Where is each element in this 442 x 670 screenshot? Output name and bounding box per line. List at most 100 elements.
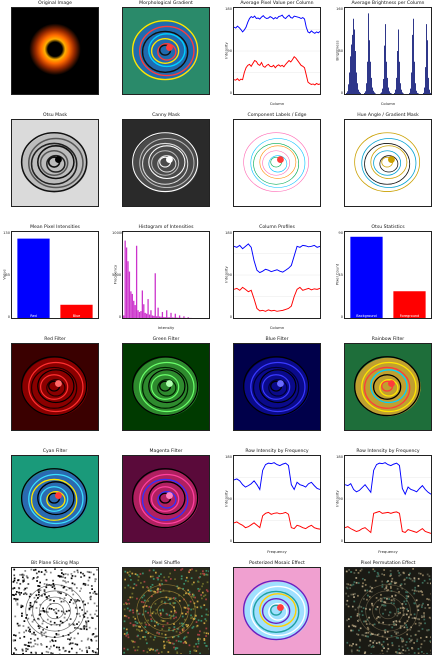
- noise-pixel: [66, 610, 68, 612]
- noise-pixel: [357, 649, 359, 651]
- noise-pixel: [126, 632, 128, 634]
- noise-pixel: [203, 632, 205, 634]
- noise-pixel: [364, 590, 366, 592]
- noise-pixel: [29, 629, 31, 631]
- noise-pixel: [161, 651, 163, 653]
- noise-pixel: [39, 585, 41, 587]
- chart3-bar-16: [146, 314, 147, 318]
- noise-pixel: [38, 571, 40, 573]
- noise-pixel: [368, 572, 370, 574]
- noise-pixel: [30, 652, 32, 654]
- image-plot-area: [233, 343, 321, 431]
- noise-pixel: [382, 613, 384, 615]
- noise-pixel: [61, 572, 63, 574]
- image-svg: [12, 344, 98, 430]
- noise-pixel: [125, 635, 127, 637]
- noise-pixel: [68, 651, 70, 653]
- noise-pixel: [131, 640, 133, 642]
- noise-pixel: [395, 595, 397, 597]
- noise-pixel: [149, 570, 151, 572]
- noise-pixel: [417, 585, 419, 587]
- noise-pixel: [59, 625, 61, 627]
- panel-20: Bit Plane Slicing Map: [0, 560, 110, 670]
- panel-6: Component Labels / Edge: [222, 112, 332, 222]
- noise-pixel: [15, 600, 17, 602]
- noise-pixel: [58, 575, 60, 577]
- chart1-bar-64: [409, 93, 410, 94]
- noise-pixel: [369, 609, 371, 611]
- noise-pixel: [402, 646, 404, 648]
- noise-pixel: [128, 636, 130, 638]
- chart1-bar-9: [354, 30, 355, 95]
- noise-pixel: [199, 638, 201, 640]
- noise-pixel: [186, 626, 188, 628]
- noise-pixel: [75, 607, 77, 609]
- noise-pixel: [162, 625, 164, 627]
- x-ticks: [11, 656, 99, 661]
- noise-pixel: [136, 622, 138, 624]
- noise-pixel: [128, 617, 130, 619]
- noise-pixel: [15, 635, 17, 637]
- image-svg: [123, 456, 209, 542]
- noise-pixel: [394, 582, 396, 584]
- panel-title: Red Filter: [0, 336, 110, 343]
- noise-pixel: [387, 580, 389, 582]
- noise-pixel: [130, 622, 132, 624]
- noise-pixel: [364, 579, 366, 581]
- noise-pixel: [62, 647, 64, 649]
- noise-pixel: [348, 626, 350, 628]
- noise-pixel: [168, 629, 170, 631]
- noise-pixel: [50, 572, 52, 574]
- noise-pixel: [89, 577, 91, 579]
- noise-pixel: [421, 651, 423, 653]
- noise-pixel: [27, 648, 29, 650]
- noise-pixel: [25, 650, 27, 652]
- noise-pixel: [403, 572, 405, 574]
- noise-pixel: [427, 574, 429, 576]
- chart1-bar-71: [416, 91, 417, 94]
- noise-pixel: [181, 578, 183, 580]
- noise-pixel: [348, 606, 350, 608]
- noise-pixel: [33, 645, 35, 647]
- image-plot-area: [122, 567, 210, 655]
- y-tick-label: 90: [334, 231, 343, 235]
- noise-pixel: [18, 632, 20, 634]
- noise-pixel: [360, 606, 362, 608]
- noise-pixel: [186, 577, 188, 579]
- y-ticks: [223, 343, 232, 431]
- noise-pixel: [79, 590, 81, 592]
- noise-pixel: [202, 583, 204, 585]
- noise-pixel: [72, 594, 74, 596]
- noise-pixel: [21, 605, 23, 607]
- noise-pixel: [426, 629, 428, 631]
- x-ticks: [11, 432, 99, 437]
- noise-pixel: [198, 581, 200, 583]
- noise-pixel: [351, 651, 353, 653]
- image-plot-area: [11, 567, 99, 655]
- noise-pixel: [53, 600, 55, 602]
- noise-pixel: [86, 628, 88, 630]
- noise-pixel: [406, 641, 408, 643]
- noise-pixel: [361, 634, 363, 636]
- noise-pixel: [205, 614, 207, 616]
- noise-pixel: [157, 632, 159, 634]
- noise-pixel: [142, 636, 144, 638]
- chart0-series-1-line: [234, 57, 320, 85]
- chart3-bar-45: [188, 317, 189, 318]
- noise-pixel: [401, 652, 403, 654]
- noise-pixel: [67, 581, 69, 583]
- noise-pixel: [356, 582, 358, 584]
- chart-plot-area: [233, 455, 321, 543]
- noise-pixel: [175, 648, 177, 650]
- noise-pixel: [64, 577, 66, 579]
- noise-pixel: [170, 611, 172, 613]
- noise-pixel: [420, 647, 422, 649]
- image-svg: [12, 120, 98, 206]
- noise-pixel: [150, 590, 152, 592]
- noise-pixel: [416, 590, 418, 592]
- noise-pixel: [124, 633, 126, 635]
- noise-pixel: [75, 575, 77, 577]
